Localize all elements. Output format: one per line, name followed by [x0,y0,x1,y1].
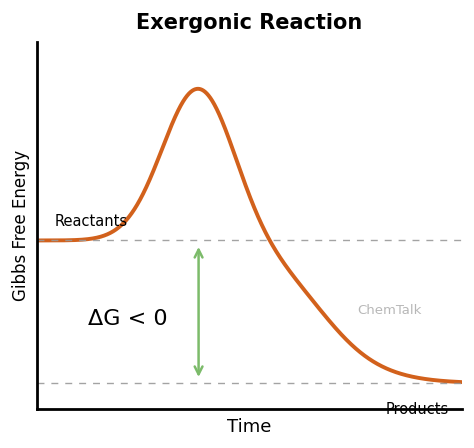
Y-axis label: Gibbs Free Energy: Gibbs Free Energy [12,150,30,302]
Title: Exergonic Reaction: Exergonic Reaction [137,13,363,33]
Text: Products: Products [385,402,448,417]
Text: Reactants: Reactants [55,215,128,229]
Text: ChemTalk: ChemTalk [357,304,421,317]
Text: ΔG < 0: ΔG < 0 [88,309,168,329]
X-axis label: Time: Time [228,418,272,435]
